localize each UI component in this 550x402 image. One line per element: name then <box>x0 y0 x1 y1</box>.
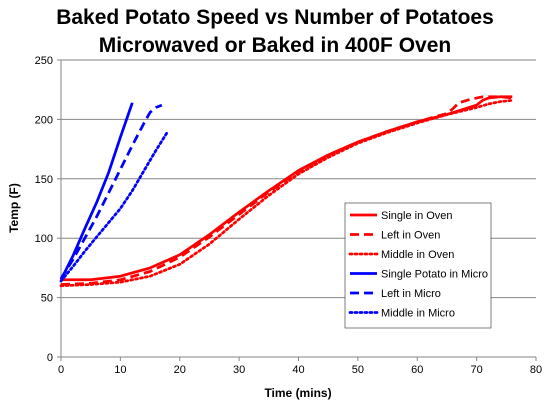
y-tick-label-150: 150 <box>35 174 53 186</box>
legend-label-5: Middle in Micro <box>381 308 455 320</box>
x-tick-label-80: 80 <box>530 364 542 376</box>
legend-label-3: Single Potato in Micro <box>381 269 488 281</box>
chart-title-line-1: Baked Potato Speed vs Number of Potatoes <box>56 6 494 29</box>
legend: Single in Oven Left in Oven Middle in Oven… <box>344 202 492 329</box>
y-tick-label-250: 250 <box>35 55 53 67</box>
y-tick-label-50: 50 <box>41 293 53 305</box>
series-line-4 <box>59 103 163 280</box>
x-tick-label-20: 20 <box>174 364 186 376</box>
legend-box <box>344 202 492 329</box>
y-tick-label-100: 100 <box>35 233 53 245</box>
chart-title-line-2: Microwaved or Baked in 400F Oven <box>98 34 452 57</box>
series-line-5 <box>59 129 170 283</box>
legend-label-2: Middle in Oven <box>381 249 454 261</box>
legend-label-4: Left in Micro <box>381 288 441 300</box>
x-tick-label-60: 60 <box>411 364 423 376</box>
series-line-0 <box>61 95 513 282</box>
legend-label-1: Left in Oven <box>381 230 440 242</box>
x-tick-label-70: 70 <box>471 364 483 376</box>
series-line-1 <box>60 95 513 286</box>
x-tick-label-0: 0 <box>58 364 64 376</box>
series-line-3 <box>59 102 134 281</box>
x-tick-label-50: 50 <box>352 364 364 376</box>
legend-label-0: Single in Oven <box>381 210 453 222</box>
x-tick-label-30: 30 <box>233 364 245 376</box>
y-tick-label-200: 200 <box>35 114 53 126</box>
x-tick-label-40: 40 <box>292 364 304 376</box>
series-line-2 <box>59 99 514 288</box>
x-tick-label-10: 10 <box>114 364 126 376</box>
y-tick-label-0: 0 <box>47 352 53 364</box>
axes: 0 50 100 150 200 250 0 10 20 30 40 50 60 70 80 <box>35 55 542 376</box>
y-axis-title: Temp (F) <box>7 183 21 233</box>
x-axis-title: Time (mins) <box>264 386 331 400</box>
series-lines <box>59 95 514 288</box>
